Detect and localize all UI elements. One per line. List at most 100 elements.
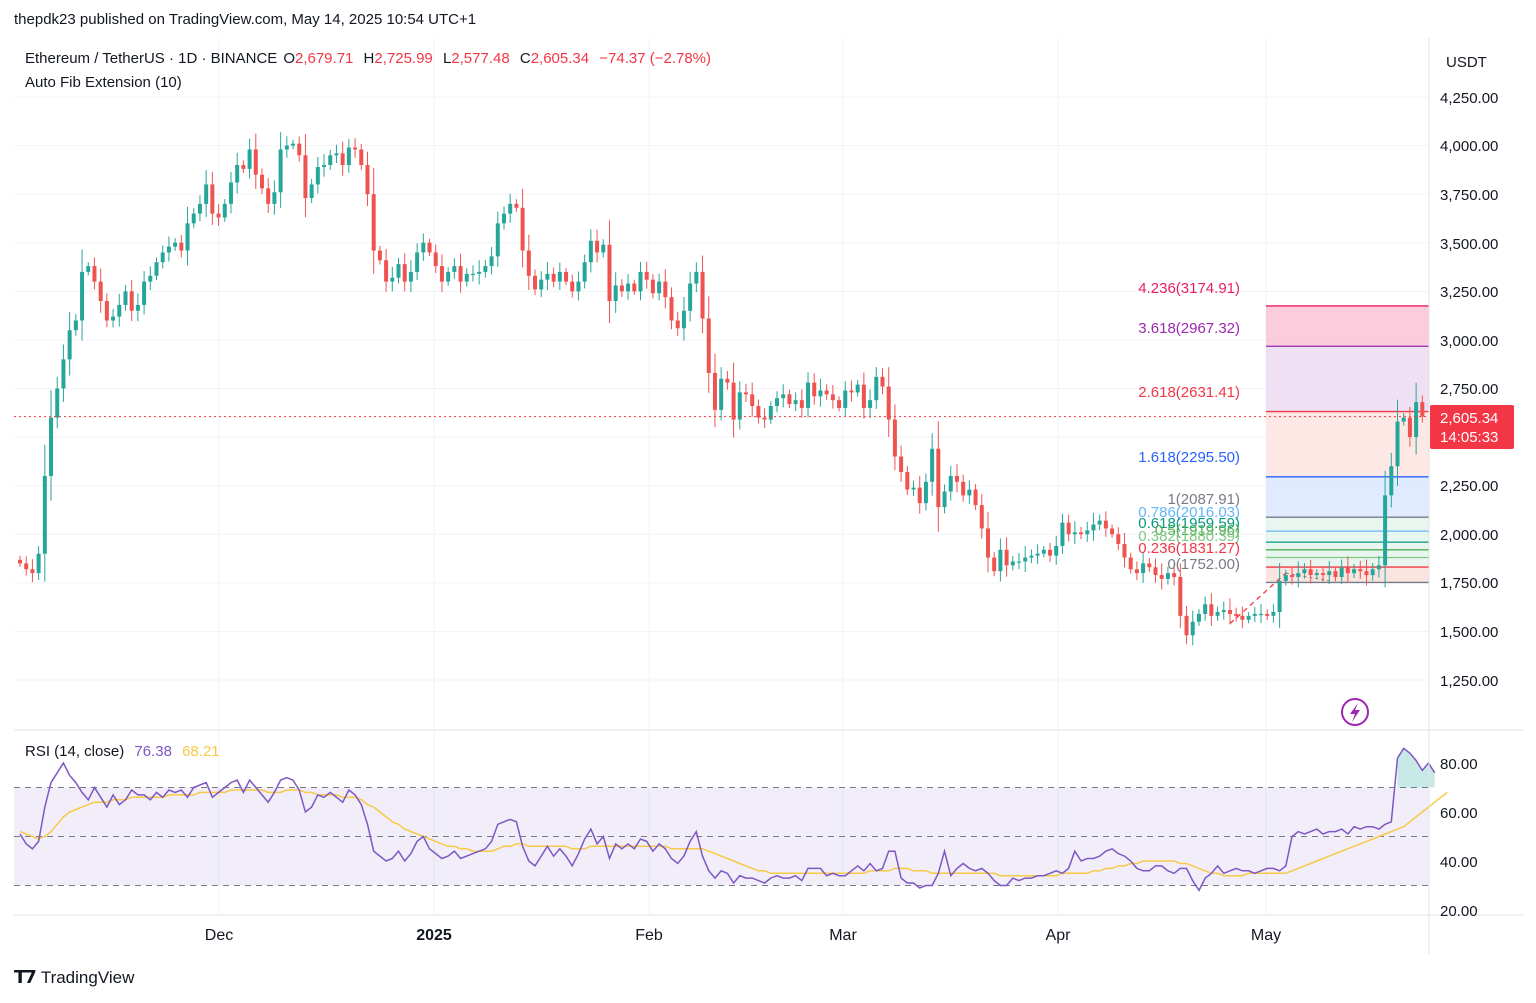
time-tick: May: [1251, 927, 1281, 944]
candle-body: [483, 266, 488, 272]
candle-body: [322, 165, 327, 167]
candle-body: [402, 264, 407, 282]
candle-body: [768, 405, 773, 420]
close-label: C: [519, 50, 531, 67]
candle-body: [694, 271, 699, 284]
candle-body: [1072, 532, 1077, 535]
rsi-pane: [14, 747, 1448, 892]
tradingview-logo[interactable]: 𝗧𝟳 TradingView: [14, 967, 134, 988]
candle-body: [1103, 520, 1108, 529]
candle-body: [1116, 534, 1121, 544]
candle-body: [743, 392, 748, 395]
candle-body: [545, 273, 550, 280]
open-value: 2,679.71: [294, 50, 354, 67]
candle-body: [1215, 611, 1220, 616]
candle-body: [495, 223, 500, 257]
candle-body: [576, 281, 581, 292]
chart-svg[interactable]: USDT 4,250.00 4,000.00 3,750.00 3,500.00…: [14, 38, 1524, 954]
rsi-line: [19, 747, 1436, 892]
candle-body: [936, 448, 941, 508]
candle-body: [557, 271, 562, 282]
candle-body: [830, 394, 835, 401]
candle-body: [210, 184, 215, 214]
candle-body: [241, 165, 246, 169]
rsi-legend[interactable]: RSI (14, close) 76.38 68.21: [25, 743, 226, 760]
candle-body: [657, 281, 662, 294]
indicator-legend[interactable]: Auto Fib Extension (10): [25, 74, 188, 91]
candle-body: [954, 475, 959, 482]
candle-body: [1178, 577, 1183, 616]
candle-body: [421, 242, 426, 253]
candle-body: [669, 297, 674, 321]
candle-body: [1153, 567, 1158, 576]
candle-body: [1259, 613, 1263, 616]
candle-body: [737, 392, 742, 420]
last-price-badge: [1430, 405, 1514, 449]
candle-body: [1407, 417, 1412, 438]
candle-body: [1352, 569, 1357, 574]
candle-body: [284, 145, 289, 150]
candle-body: [135, 304, 140, 311]
candle-body: [384, 260, 389, 282]
candle-body: [1010, 561, 1015, 566]
candle-body: [1271, 611, 1276, 616]
candle-body: [452, 266, 457, 272]
lightning-icon[interactable]: [1341, 698, 1369, 726]
candle-body: [340, 153, 345, 166]
candle-body: [1091, 524, 1096, 531]
price-tick: 1,750.00: [1440, 575, 1498, 592]
candle-body: [781, 394, 786, 399]
candle-body: [142, 281, 147, 305]
price-tick: 2,000.00: [1440, 527, 1498, 544]
fib-label-4236: 4.236(3174.91): [1138, 280, 1240, 297]
candle-body: [185, 223, 190, 251]
candle-body: [390, 277, 395, 282]
symbol-legend[interactable]: Ethereum / TetherUS · 1D · BINANCE O2,679…: [25, 50, 717, 67]
fib-label-0382: 0.382(1880.39): [1138, 528, 1240, 545]
rsi-name[interactable]: RSI (14, close): [25, 743, 125, 760]
high-value: 2,725.99: [374, 50, 433, 67]
candle-body: [1370, 569, 1375, 576]
indicator-name[interactable]: Auto Fib Extension (10): [25, 74, 182, 91]
chart-frame[interactable]: USDT 4,250.00 4,000.00 3,750.00 3,500.00…: [14, 38, 1524, 954]
candle-body: [855, 384, 860, 393]
time-tick: Dec: [205, 927, 233, 944]
price-tick: 2,750.00: [1440, 381, 1498, 398]
candle-body: [396, 264, 401, 278]
candle-body: [787, 394, 792, 405]
rsi-ma-value: 68.21: [182, 743, 220, 760]
candle-body: [1339, 567, 1344, 578]
fib-label-2618: 2.618(2631.41): [1138, 384, 1240, 401]
rsi-tick: 40.00: [1440, 854, 1478, 871]
candle-body: [1017, 561, 1022, 563]
candle-body: [477, 271, 482, 274]
candle-body: [148, 275, 153, 282]
candle-body: [359, 149, 364, 166]
fib-label-3618: 3.618(2967.32): [1138, 320, 1240, 337]
candle-body: [564, 271, 569, 282]
candle-body: [1333, 571, 1338, 578]
candle-body: [1172, 573, 1177, 578]
candle-body: [1383, 495, 1388, 566]
candle-body: [638, 271, 643, 292]
candle-body: [1141, 563, 1146, 574]
candle-body: [1414, 402, 1419, 438]
symbol-name[interactable]: Ethereum / TetherUS · 1D · BINANCE: [25, 50, 278, 67]
tradingview-brand: TradingView: [40, 967, 135, 987]
fib-zone: [1266, 476, 1429, 518]
candle-body: [67, 330, 72, 360]
candle-body: [123, 291, 128, 305]
candle-body: [272, 192, 277, 204]
candle-body: [880, 376, 885, 387]
last-price-value: 2,605.34: [1440, 410, 1498, 427]
candle-body: [818, 390, 823, 397]
fib-zone: [1266, 305, 1429, 347]
candle-body: [514, 203, 519, 208]
candle-body: [433, 252, 438, 267]
rsi-tick: 60.00: [1440, 805, 1478, 822]
candle-body: [905, 472, 910, 490]
candle-body: [259, 174, 264, 189]
candle-body: [346, 147, 351, 166]
candle-body: [415, 252, 420, 272]
candle-body: [104, 301, 109, 321]
